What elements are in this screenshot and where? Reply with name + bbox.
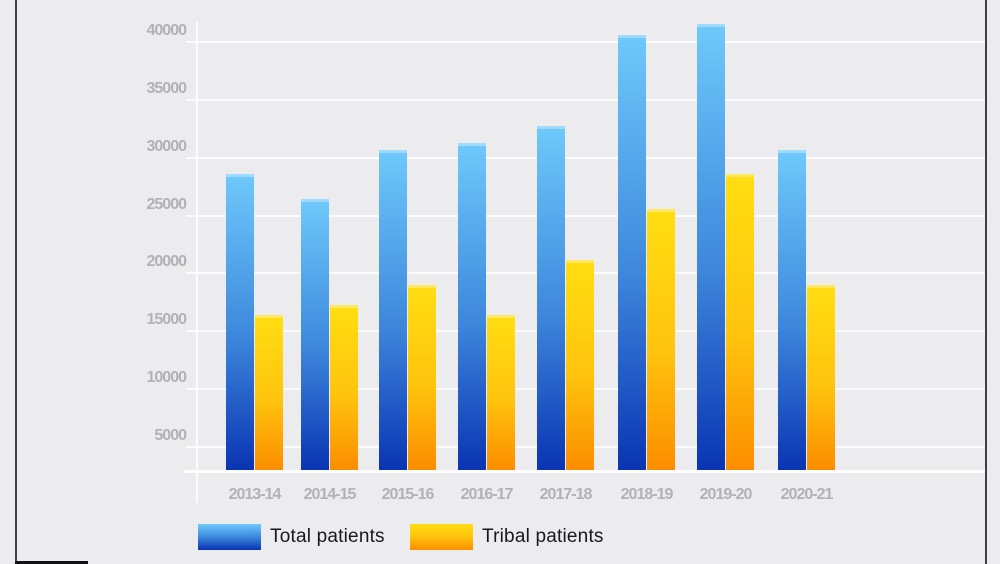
y-axis-line [196, 22, 198, 503]
bar-tribal-patients [566, 259, 594, 470]
y-axis-tick-label: 10000 [146, 369, 188, 387]
x-axis-category-label: 2016-17 [460, 486, 514, 503]
tribal-patients-swatch [410, 524, 473, 550]
legend-item-tribal-patients[interactable]: Tribal patients [410, 524, 604, 550]
legend-item-total-patients[interactable]: Total patients [198, 524, 385, 550]
bar-tribal-patients [726, 174, 754, 470]
legend-label: Tribal patients [482, 526, 604, 547]
gridline [186, 156, 985, 159]
bar-tribal-patients [330, 304, 358, 470]
bar-total-patients [301, 199, 329, 470]
window-border-bottom-segment [15, 561, 88, 564]
x-axis-category-label: 2013-14 [228, 486, 282, 503]
bar-tribal-patients [408, 285, 436, 470]
x-axis-category-label: 2018-19 [620, 486, 674, 503]
total-patients-swatch [198, 524, 261, 550]
bar-total-patients [537, 125, 565, 470]
y-axis-tick-label: 35000 [146, 80, 188, 98]
bar-tribal-patients [255, 315, 283, 470]
window-border-right [985, 0, 987, 564]
bar-total-patients [618, 35, 646, 470]
bar-total-patients [778, 149, 806, 470]
bar-total-patients [379, 149, 407, 470]
gridline [186, 214, 985, 217]
bar-tribal-patients [487, 315, 515, 470]
x-axis-category-label: 2015-16 [381, 486, 435, 503]
y-axis-tick-label: 30000 [146, 137, 188, 155]
x-axis-line [184, 470, 985, 473]
bar-total-patients [226, 174, 254, 470]
y-axis-tick-label: 25000 [146, 195, 188, 213]
legend-label: Total patients [270, 526, 385, 547]
y-axis-tick-label: 5000 [154, 426, 187, 444]
y-axis-tick-label: 20000 [146, 253, 188, 271]
y-axis-tick-label: 15000 [146, 311, 188, 329]
x-axis-category-label: 2014-15 [303, 486, 357, 503]
x-axis-category-label: 2020-21 [780, 486, 834, 503]
bar-total-patients [697, 23, 725, 470]
y-axis-tick-label: 40000 [146, 22, 188, 40]
window-border-left [15, 0, 17, 564]
x-axis-category-label: 2019-20 [699, 486, 753, 503]
bar-total-patients [458, 142, 486, 470]
bar-tribal-patients [647, 208, 675, 470]
x-axis-category-label: 2017-18 [539, 486, 593, 503]
gridline [186, 41, 985, 44]
bar-tribal-patients [807, 285, 835, 470]
gridline [186, 99, 985, 102]
